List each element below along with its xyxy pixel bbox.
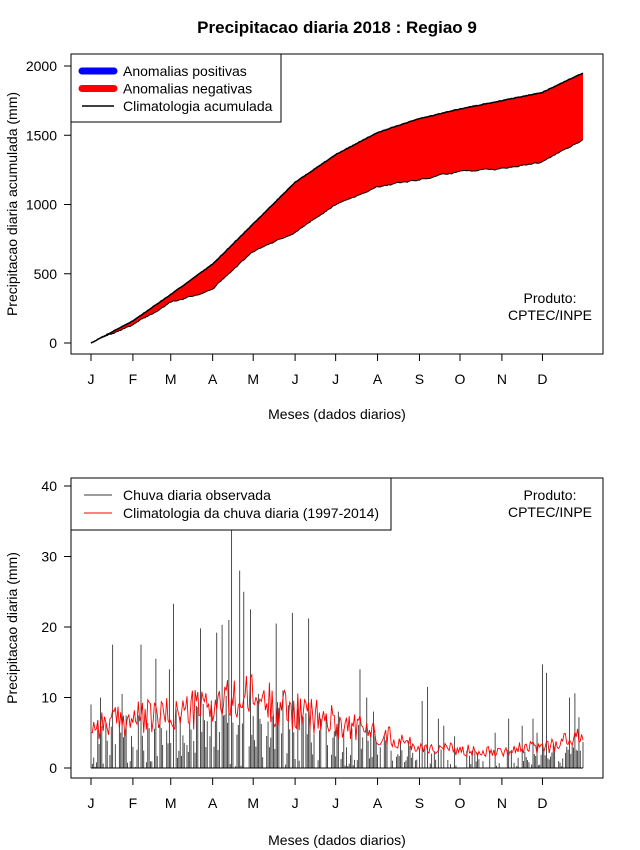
product-credit-line-1: Produto: (524, 487, 577, 503)
y-axis-title: Precipitacao diaria (mm) (4, 552, 20, 704)
x-tick-label: J (332, 795, 339, 811)
x-tick-label: O (455, 371, 466, 387)
x-tick-label: D (537, 371, 547, 387)
legend: Chuva diaria observada Climatologia da ch… (70, 477, 392, 531)
legend-label: Anomalias positivas (123, 63, 247, 79)
y-tick-label: 0 (49, 335, 57, 351)
product-credit-line-2: CPTEC/INPE (508, 307, 592, 323)
product-credit-line-1: Produto: (524, 290, 577, 306)
observed-rain-bars-group (90, 528, 584, 768)
x-tick-label: J (292, 795, 299, 811)
y-tick-label: 40 (41, 478, 57, 494)
x-tick-label: S (415, 795, 424, 811)
y-tick-label: 1500 (26, 127, 57, 143)
x-tick-label: J (88, 371, 95, 387)
legend-label: Chuva diaria observada (123, 487, 271, 503)
legend-box (70, 477, 392, 531)
x-tick-label: D (537, 795, 547, 811)
x-tick-label: M (165, 371, 177, 387)
x-tick-label: J (292, 371, 299, 387)
y-tick-label: 0 (49, 760, 57, 776)
y-tick-label: 30 (41, 549, 57, 565)
x-tick-label: A (373, 795, 383, 811)
x-tick-label: F (129, 795, 138, 811)
y-tick-label: 20 (41, 619, 57, 635)
negative-anomaly-area-group (91, 73, 583, 344)
x-tick-label: M (247, 371, 259, 387)
negative-anomaly-area (91, 73, 583, 344)
x-tick-label: N (497, 795, 507, 811)
legend-label: Climatologia da chuva diaria (1997-2014) (123, 505, 379, 521)
legend: Anomalias positivas Anomalias negativasCl… (70, 53, 282, 123)
x-tick-label: O (455, 795, 466, 811)
y-tick-label: 1000 (26, 197, 57, 213)
x-tick-label: M (247, 795, 259, 811)
y-tick-label: 500 (34, 266, 58, 282)
y-axis: 0 500 1000 1500 2000 (26, 58, 72, 351)
x-tick-label: A (208, 371, 218, 387)
cumulative-precipitation-chart: 0 500 1000 1500 2000 J F M A M J J A S O N D Meses (dad… (4, 53, 604, 422)
x-tick-label: A (373, 371, 383, 387)
x-tick-label: J (332, 371, 339, 387)
x-tick-label: S (415, 371, 424, 387)
x-axis-title: Meses (dados diarios) (268, 832, 406, 848)
y-axis-title: Precipitacao diaria acumulada (mm) (4, 92, 20, 316)
y-axis: 0 10 20 30 40 (41, 478, 72, 776)
product-credit-line-2: CPTEC/INPE (508, 504, 592, 520)
legend-label: Anomalias negativas (123, 81, 252, 97)
series-lines-group (90, 72, 584, 344)
x-tick-label: A (208, 795, 218, 811)
chart-title: Precipitacao diaria 2018 : Regiao 9 (197, 18, 477, 37)
y-tick-label: 10 (41, 690, 57, 706)
x-axis-title: Meses (dados diarios) (268, 406, 406, 422)
daily-precipitation-chart: 0 10 20 30 40 J F M A M J J A S O N D Meses (dados diar… (4, 477, 604, 848)
x-tick-label: N (497, 371, 507, 387)
y-tick-label: 2000 (26, 58, 57, 74)
x-tick-label: M (165, 795, 177, 811)
x-tick-label: J (88, 795, 95, 811)
daily-climatology-group (90, 673, 584, 769)
legend-label: Climatologia acumulada (123, 98, 273, 114)
climatology-cumulative-line (90, 72, 584, 344)
observed-cumulative-line (90, 139, 584, 344)
daily-climatology-line (90, 673, 584, 758)
x-tick-label: F (129, 371, 138, 387)
